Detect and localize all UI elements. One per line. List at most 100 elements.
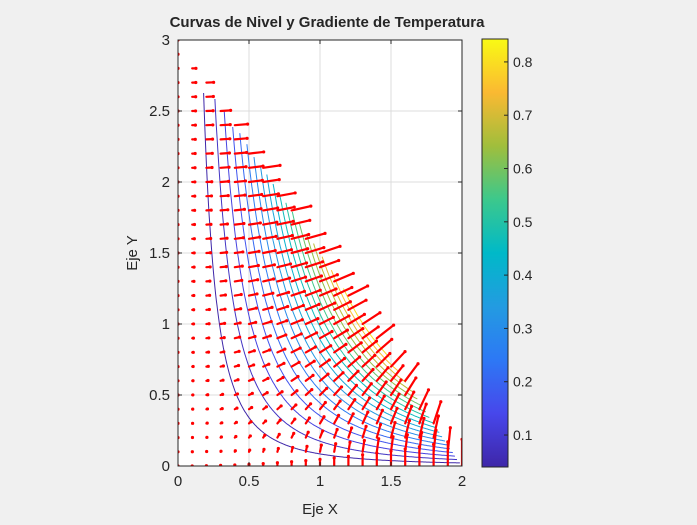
gradient-arrow-head <box>392 323 396 327</box>
gradient-arrow-head <box>326 372 330 376</box>
gradient-arrow-head <box>332 456 336 460</box>
gradient-arrow <box>347 313 366 326</box>
gradient-arrow-head <box>350 426 354 430</box>
gradient-arrow <box>290 318 304 326</box>
gradient-arrow-head <box>219 449 223 453</box>
gradient-arrow-head <box>287 276 292 280</box>
gradient-arrow <box>361 325 380 340</box>
gradient-arrow-head <box>191 336 196 340</box>
gradient-arrow <box>318 358 331 368</box>
gradient-arrow-head <box>378 311 382 315</box>
gradient-arrow-head <box>322 245 326 250</box>
gradient-arrow-head <box>220 406 224 411</box>
gradient-arrow-head <box>205 435 209 439</box>
gradient-arrow-head <box>338 399 342 403</box>
gradient-arrow-head <box>275 461 279 465</box>
gradient-arrow-head <box>234 420 239 424</box>
gradient-arrow-head <box>380 408 385 412</box>
contour-line <box>298 223 422 407</box>
gradient-arrow <box>247 150 265 155</box>
gradient-arrow <box>318 330 334 340</box>
gradient-arrow <box>404 405 413 425</box>
gradient-arrow-head <box>206 378 210 383</box>
gradient-arrow <box>304 331 318 340</box>
gradient-arrow-head <box>271 291 275 295</box>
gradient-arrow-head <box>239 307 243 311</box>
gradient-arrow <box>276 220 295 226</box>
gradient-arrow-head <box>359 341 363 345</box>
gradient-arrow <box>375 338 393 354</box>
gradient-arrow-head <box>287 290 291 294</box>
gradient-arrow <box>262 178 281 184</box>
gradient-arrow <box>304 345 317 354</box>
gradient-arrow-head <box>222 335 226 340</box>
gradient-arrow-head <box>253 334 257 339</box>
gradient-arrow-head <box>258 221 262 225</box>
gradient-arrow-head <box>219 435 224 439</box>
contour-line <box>232 126 453 454</box>
gradient-arrow <box>404 376 417 397</box>
gradient-arrow <box>418 388 430 411</box>
gradient-arrow-head <box>267 362 271 366</box>
gradient-arrow <box>262 192 280 198</box>
gradient-arrow-head <box>266 376 270 380</box>
contour-line <box>272 183 437 429</box>
gradient-arrow <box>375 352 391 368</box>
gradient-arrow-head <box>248 448 252 452</box>
gradient-arrow-head <box>191 364 195 369</box>
gradient-arrow-head <box>334 287 338 291</box>
gradient-arrow-head <box>310 387 314 392</box>
gradient-arrow <box>262 277 275 283</box>
gradient-arrow-head <box>262 150 266 154</box>
x-tick-label: 2 <box>458 473 466 490</box>
gradient-arrow-head <box>274 234 278 238</box>
gradient-arrow-head <box>312 359 316 363</box>
x-ticks: 0 0.5 1 1.5 2 <box>174 40 466 490</box>
x-tick-label: 1 <box>316 473 324 490</box>
gradient-arrow-head <box>362 438 366 443</box>
gradient-arrow-head <box>249 420 253 424</box>
gradient-arrow-head <box>268 334 273 338</box>
gradient-arrow-head <box>210 151 214 155</box>
gradient-arrow-head <box>288 262 293 266</box>
contour-line <box>239 133 450 450</box>
gradient-arrow-head <box>264 405 269 409</box>
gradient-arrow <box>432 400 442 425</box>
gradient-arrow-head <box>295 389 299 393</box>
gradient-arrow-head <box>296 374 300 379</box>
gradient-arrow-head <box>221 392 225 396</box>
gradient-arrow-head <box>285 319 289 323</box>
gradient-arrow-head <box>261 461 265 466</box>
gradient-arrow <box>404 419 411 439</box>
gradient-arrow <box>233 208 246 212</box>
gradient-arrow-head <box>358 355 362 359</box>
gradient-arrow <box>333 357 346 368</box>
gradient-arrow-head <box>273 248 277 253</box>
gradient-arrow-head <box>192 237 196 241</box>
gradient-arrow-head <box>194 95 198 99</box>
gradient-arrow <box>333 314 350 326</box>
colorbar-tick-label: 0.3 <box>513 320 533 336</box>
gradient-arrow-head <box>330 329 334 334</box>
gradient-arrow-head <box>388 351 392 356</box>
gradient-arrow-head <box>208 251 213 255</box>
gradient-arrow <box>347 370 360 382</box>
gradient-arrow-head <box>335 273 339 277</box>
gradient-arrow-head <box>254 306 258 310</box>
gradient-arrow-head <box>211 123 215 127</box>
gradient-arrow-head <box>276 446 280 451</box>
gradient-arrow <box>389 364 405 382</box>
gradient-arrow-head <box>221 364 226 368</box>
gradient-arrow-head <box>272 263 277 267</box>
gradient-arrow <box>262 263 276 269</box>
gradient-arrow <box>219 123 232 127</box>
gradient-arrow <box>418 431 423 453</box>
gradient-arrow-head <box>223 307 227 311</box>
gradient-arrow <box>333 400 342 411</box>
gradient-arrow-head <box>333 301 337 305</box>
gradient-arrow-head <box>205 449 209 454</box>
gradient-arrow-head <box>233 449 237 453</box>
gradient-arrow-head <box>316 316 320 321</box>
gradient-arrow <box>262 235 278 240</box>
gradient-arrow-head <box>259 207 263 211</box>
